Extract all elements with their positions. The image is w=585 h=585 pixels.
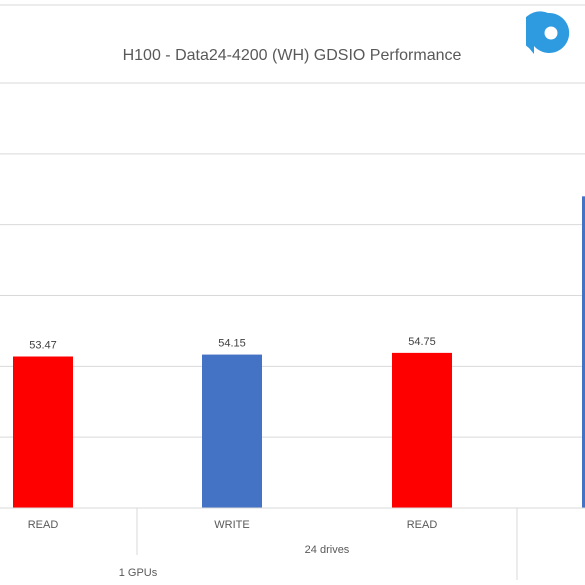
data-label: 53.47 — [29, 340, 57, 352]
category-label: WRITE — [214, 519, 249, 531]
data-label: 54.15 — [218, 338, 246, 350]
bar-partial — [582, 196, 585, 509]
data-label: 54.75 — [408, 336, 436, 348]
category-label: READ — [28, 519, 59, 531]
bars — [13, 196, 585, 509]
bar — [392, 352, 452, 508]
group-label-drives: 24 drives — [305, 544, 350, 556]
bar — [202, 354, 262, 508]
bar — [13, 356, 73, 508]
category-labels: READ WRITE READ — [28, 519, 438, 531]
category-label: READ — [407, 519, 438, 531]
data-labels: 53.47 54.15 54.75 — [29, 336, 436, 352]
group-label-gpus: 1 GPUs — [119, 567, 158, 579]
chart-title: H100 - Data24-4200 (WH) GDSIO Performanc… — [123, 47, 462, 64]
gridlines — [0, 82, 585, 438]
logo-icon — [526, 11, 570, 54]
